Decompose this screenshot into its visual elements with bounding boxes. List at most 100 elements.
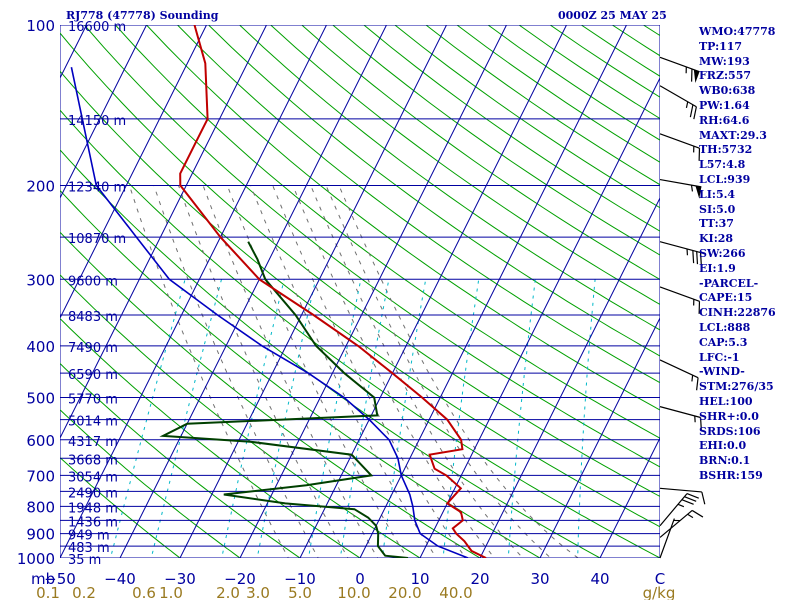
wind-barb [659,85,697,120]
pressure-label: 500 [26,390,55,408]
dry-adiabat [239,25,660,331]
moist-adiabat [292,185,496,558]
mixing-ratio-line [256,279,317,558]
height-label: 6590 m [68,368,118,383]
wind-barb [659,178,702,199]
index-item: SHR+:0.0 [699,409,759,423]
background-lines [0,25,660,569]
moist-adiabat [226,185,408,558]
index-item: KI:28 [699,232,734,246]
index-item: LFC:-1 [699,350,740,364]
pressure-unit-label: mb [31,570,55,588]
index-item: RH:64.6 [699,113,750,127]
height-label: 9600 m [68,274,118,289]
parcel-trace [70,67,469,558]
dry-adiabat [60,109,660,558]
index-item: HEL:100 [699,394,753,408]
isotherm [419,76,660,558]
mixing-ratio-tick-label: 40.0 [439,584,472,600]
pressure-label: 400 [26,338,55,356]
temperature-tick-label: −40 [104,570,136,588]
mixing-ratio-line [221,279,285,558]
mixing-ratio-line [150,279,222,558]
temperature-tick-label: −10 [284,570,316,588]
height-label: 35 m [68,553,101,568]
index-item: -WIND- [699,365,745,379]
pressure-label: 800 [26,498,55,516]
moist-adiabat [202,185,379,558]
isotherm [60,25,267,440]
moist-adiabat [128,185,289,558]
index-item: L57:4.8 [699,158,746,172]
mixing-ratio-line [577,279,596,558]
isotherm [359,25,627,558]
dry-adiabat [60,70,660,528]
index-item: BRN:0.1 [699,454,751,468]
station-title: RJ778 (47778) Sounding [66,9,219,22]
height-label: 14150 m [68,114,126,129]
moist-adiabat [310,185,524,558]
temperature-tick-label: −50 [44,570,76,588]
dry-adiabat [60,409,241,558]
temperature-tick-label: 40 [590,570,609,588]
mixing-ratio-tick-label: 20.0 [388,584,421,600]
height-label: 2490 m [68,486,118,501]
height-label: 3054 m [68,470,118,485]
wind-barbs-column [659,56,706,559]
sounding-profiles [70,25,487,558]
index-item: STM:276/35 [699,380,774,394]
isotherm [179,25,447,558]
index-item: WMO:47778 [699,25,776,38]
mixing-ratio-tick-label: 2.0 [216,584,240,600]
height-label: 4317 m [68,435,118,450]
dry-adiabat [146,25,660,411]
stability-indices-list: WMO:47778 TP:117 MW:193 FRZ:557 WB0:638 PW:1.… [699,25,776,484]
index-item: LCL:939 [699,172,751,186]
isotherm [539,316,660,558]
mixing-ratio-tick-label: 10.0 [337,584,370,600]
temperature-trace [179,25,487,558]
mixing-ratio-tick-label: 0.2 [72,584,96,600]
isotherm [299,25,567,558]
temperature-tick-label: −30 [164,570,196,588]
dry-adiabat [60,149,602,558]
index-item: CINH:22876 [699,306,776,320]
dry-adiabat [270,25,660,305]
index-item: LI:5.4 [699,187,736,201]
isotherm [239,25,507,558]
isotherm [479,196,660,558]
wind-barb [659,493,699,527]
index-item: EI:1.9 [699,261,736,275]
isotherm [119,25,387,558]
temperature-tick-label: 30 [530,570,549,588]
mixing-ratio-unit-label: g/kg [643,584,676,600]
height-label: 5014 m [68,415,118,430]
height-label: 8483 m [68,310,118,325]
mixing-ratio-line [442,279,480,558]
wind-barb [659,286,701,314]
pressure-label: 300 [26,271,55,289]
index-item: FRZ:557 [699,69,752,83]
index-item: MAXT:29.3 [699,128,767,142]
wind-barb [659,241,702,266]
dry-adiabat [115,25,660,439]
pressure-label: 200 [26,177,55,195]
index-item: BSHR:159 [699,468,763,482]
dry-adiabat [177,25,660,384]
pressure-label: 700 [26,467,55,485]
index-item: TP:117 [699,39,743,53]
temperature-tick-label: 20 [470,570,489,588]
wind-barb [659,487,706,505]
mixing-ratio-tick-label: 0.6 [132,584,156,600]
pressure-label: 100 [26,17,55,35]
dewpoint-trace [159,241,409,558]
isotherm [0,25,27,569]
index-item: LCL:888 [699,320,751,334]
mixing-ratio-tick-label: 5.0 [288,584,312,600]
mixing-ratio-tick-label: 0.1 [36,584,60,600]
height-label: 1436 m [68,515,118,530]
height-label: 16600 m [68,20,126,35]
height-label: 5770 m [68,393,118,408]
wind-barb [659,406,702,431]
